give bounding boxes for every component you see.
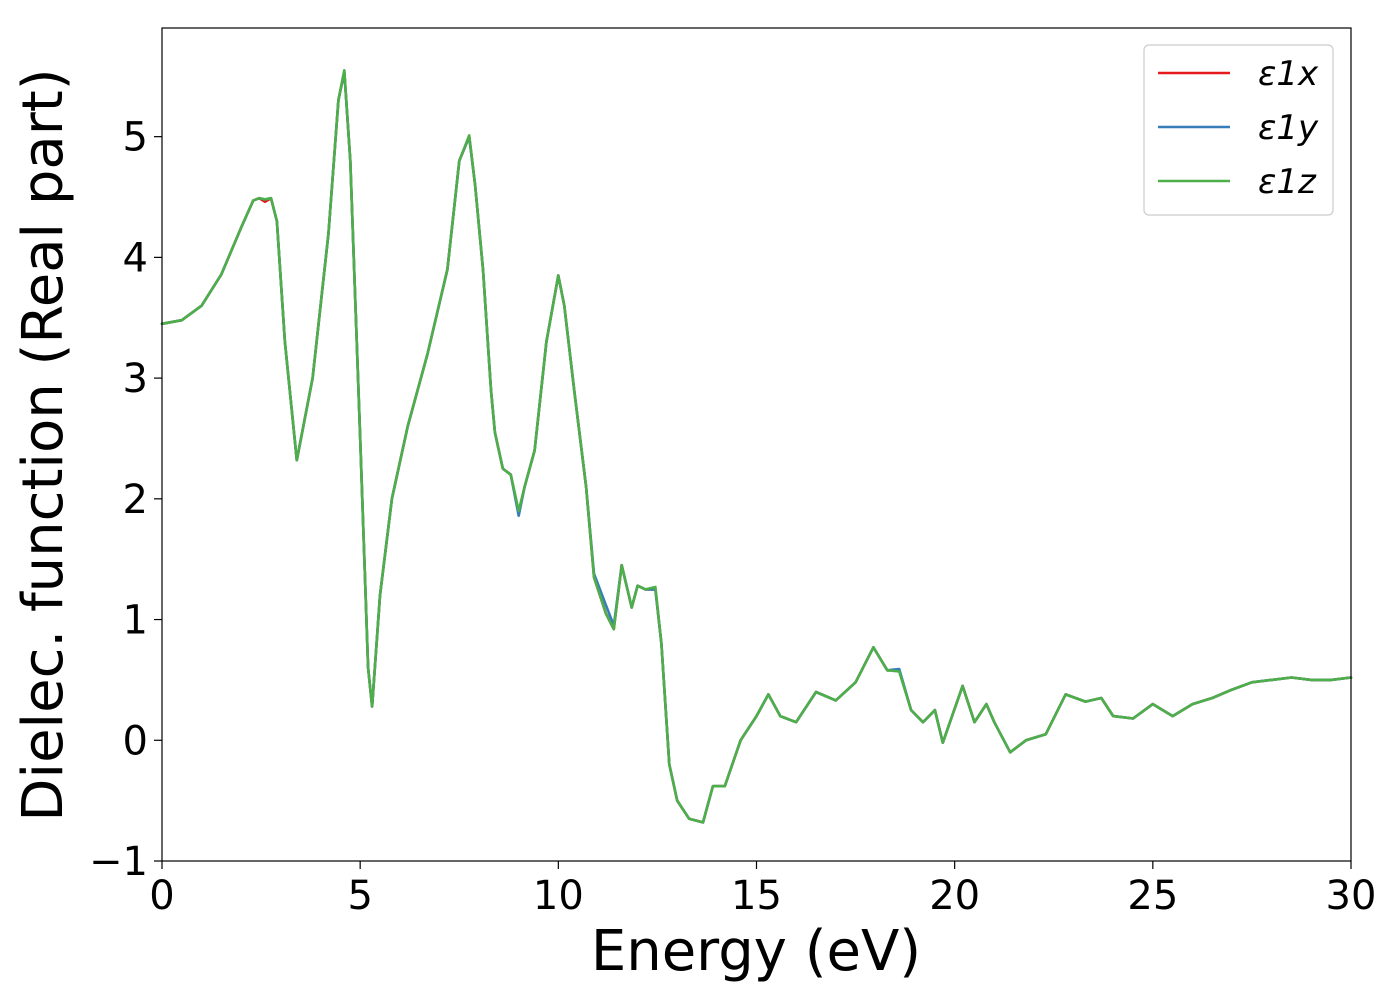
x-tick-label: 20	[929, 873, 980, 919]
y-axis: −1 0 1 2 3 4 5	[89, 115, 162, 885]
legend-label-1: ε1x	[1258, 54, 1319, 94]
x-tick-label: 5	[347, 873, 372, 919]
x-axis: 0 5 10 15 20 25 30	[149, 861, 1376, 919]
series-layer	[160, 69, 1353, 824]
y-tick-label: 0	[123, 718, 148, 764]
series-line-3	[160, 69, 1353, 824]
legend-box	[1143, 44, 1334, 216]
y-tick-label: −1	[89, 839, 148, 885]
legend: ε1x ε1y ε1z	[1143, 44, 1334, 216]
x-tick-label: 10	[533, 873, 584, 919]
y-tick-label: 4	[123, 235, 148, 281]
x-tick-label: 25	[1127, 873, 1178, 919]
y-axis-label: Dielec. function (Real part)	[11, 68, 76, 821]
y-tick-label: 3	[123, 356, 148, 402]
x-tick-label: 15	[731, 873, 782, 919]
legend-label-2: ε1y	[1258, 108, 1319, 148]
y-tick-label: 2	[123, 477, 148, 523]
y-tick-label: 5	[123, 115, 148, 161]
x-tick-label: 30	[1326, 873, 1377, 919]
x-axis-label: Energy (eV)	[591, 919, 921, 984]
x-tick-label: 0	[149, 873, 174, 919]
y-tick-label: 1	[123, 598, 148, 644]
legend-label-3: ε1z	[1258, 162, 1317, 202]
